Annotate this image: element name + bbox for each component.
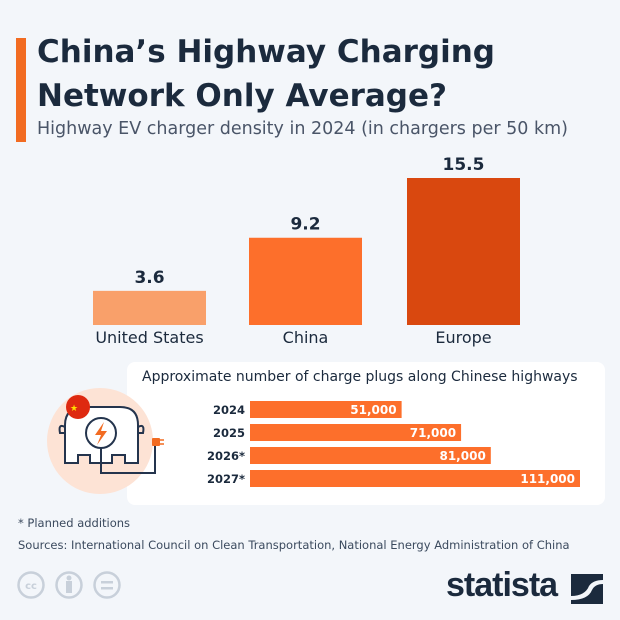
svg-text:cc: cc xyxy=(25,581,37,592)
footnote: * Planned additions xyxy=(18,516,131,530)
title-line-2: Network Only Average? xyxy=(37,78,447,114)
bar-united-states xyxy=(93,290,206,325)
attribution-icon xyxy=(55,571,83,599)
bar-europe xyxy=(407,178,520,325)
no-derivatives-icon xyxy=(93,571,121,599)
sources: Sources: International Council on Clean … xyxy=(18,538,570,552)
density-bar-chart: 3.6 United States 9.2 China 15.5 Europe xyxy=(93,155,520,347)
category-label: Europe xyxy=(435,328,491,347)
title-accent-bar xyxy=(16,38,26,142)
page-title: China’s Highway Charging Network Only Ave… xyxy=(37,30,607,118)
title-line-1: China’s Highway Charging xyxy=(37,34,495,70)
cc-icon: cc xyxy=(17,571,45,599)
license-icons: cc xyxy=(17,571,121,599)
value-label: 9.2 xyxy=(290,215,320,235)
value-label: 15.5 xyxy=(443,155,485,175)
ev-charging-car-icon: ★ xyxy=(47,388,164,494)
china-flag-icon xyxy=(66,395,90,419)
category-label: United States xyxy=(95,328,203,347)
category-label: China xyxy=(283,328,329,347)
statista-logo[interactable]: statista xyxy=(446,566,558,604)
svg-text:★: ★ xyxy=(70,404,78,414)
bar-china xyxy=(249,237,362,325)
value-label: 3.6 xyxy=(134,268,164,288)
subtitle: Highway EV charger density in 2024 (in c… xyxy=(37,119,568,139)
statista-logo-icon xyxy=(571,574,603,604)
plugs-chart-title: Approximate number of charge plugs along… xyxy=(142,369,578,385)
